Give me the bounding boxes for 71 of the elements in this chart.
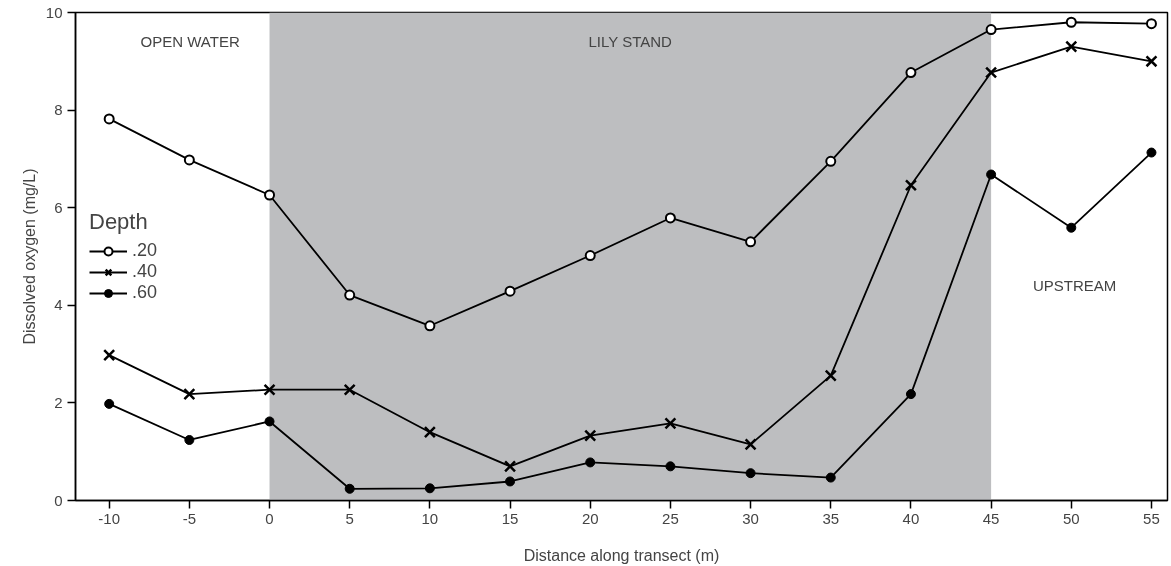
point [264, 416, 275, 427]
point [343, 383, 356, 396]
point [1146, 147, 1157, 158]
legend-label: .40 [132, 261, 158, 282]
point [184, 435, 195, 445]
point [585, 457, 596, 468]
point [825, 472, 836, 483]
y-axis-title: Dissolved oxygen (mg/L) [20, 168, 38, 345]
point [744, 438, 757, 451]
point [664, 417, 677, 430]
x-tick-label: 0 [265, 509, 274, 527]
point [825, 155, 837, 167]
x-tick-label: 40 [902, 509, 920, 527]
point [584, 250, 596, 262]
legend-label: .60 [132, 282, 158, 303]
y-tick-label: 6 [54, 198, 63, 216]
x-tick-label: 5 [345, 509, 354, 527]
point [505, 476, 516, 487]
y-tick-label: 0 [54, 491, 63, 509]
point [904, 179, 918, 192]
point [503, 460, 517, 473]
point [344, 483, 355, 494]
point [263, 383, 276, 396]
y-tick-label: 10 [45, 3, 63, 21]
point [665, 461, 676, 472]
point [824, 369, 837, 382]
x-tick-label: 55 [1143, 509, 1160, 527]
x-tick-label: 10 [421, 509, 439, 527]
point [183, 154, 195, 166]
y-tick-label: 4 [54, 296, 63, 314]
point [423, 425, 437, 439]
x-tick-label: 30 [742, 509, 759, 527]
point [984, 66, 998, 79]
legend-label: .20 [132, 240, 158, 261]
point [264, 189, 276, 201]
x-tick-label: 25 [662, 509, 679, 527]
point [1066, 222, 1077, 233]
x-axis-title: Distance along transect (m) [523, 546, 720, 564]
point [104, 398, 115, 409]
x-tick-label: 45 [982, 509, 1000, 527]
point [504, 285, 516, 297]
x-tick-label: -10 [98, 509, 121, 527]
annotation: UPSTREAM [1033, 277, 1117, 295]
point [424, 483, 435, 494]
point [424, 320, 436, 332]
point [183, 387, 196, 401]
x-tick-label: 20 [581, 509, 599, 527]
x-tick-label: 15 [501, 509, 519, 527]
point [102, 348, 116, 362]
point [344, 289, 356, 301]
y-tick-label: 2 [54, 393, 63, 411]
point [103, 113, 115, 125]
x-tick-label: 50 [1062, 509, 1080, 527]
x-tick-label: 35 [822, 509, 840, 527]
point [1065, 40, 1078, 53]
point [745, 468, 756, 479]
point [985, 24, 997, 36]
point [664, 212, 676, 224]
point [905, 67, 917, 79]
band-label: LILY STAND [588, 33, 673, 51]
legend-title: Depth [89, 209, 149, 235]
y-tick-label: 8 [54, 101, 63, 119]
point [745, 236, 757, 248]
point [1065, 16, 1077, 28]
point [1145, 18, 1157, 30]
x-tick-label: -5 [182, 509, 197, 527]
point [986, 169, 997, 180]
point [905, 389, 916, 400]
point [584, 429, 597, 442]
annotation: OPEN WATER [140, 33, 240, 51]
point [1145, 55, 1158, 68]
